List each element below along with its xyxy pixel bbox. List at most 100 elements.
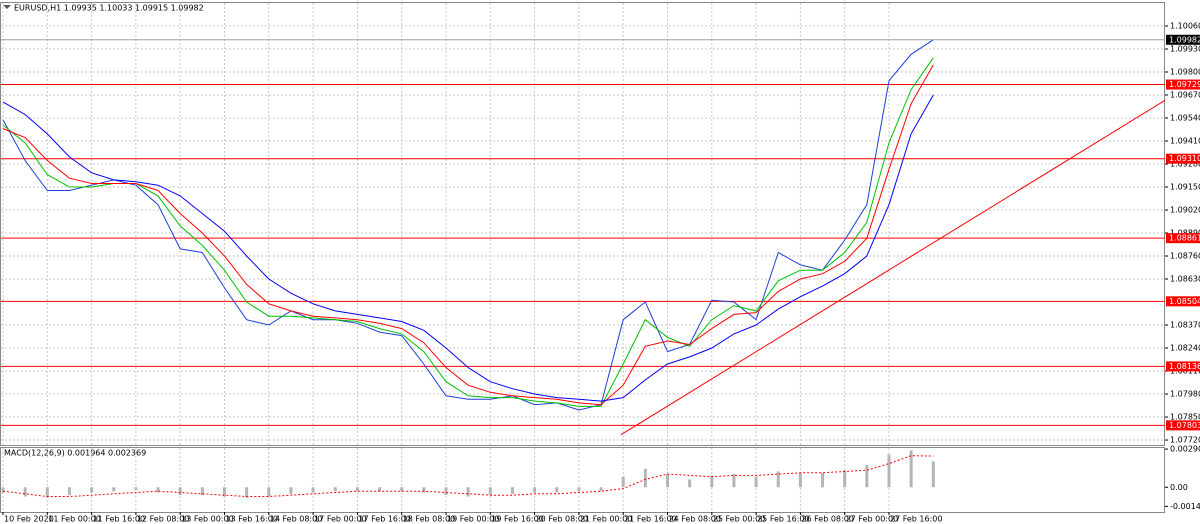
level-label: 1.08861 xyxy=(1169,234,1200,243)
macd-bar xyxy=(67,487,71,496)
x-tick-label: 24 Feb 08:00 xyxy=(669,515,721,524)
macd-bar xyxy=(112,487,116,492)
level-label: 1.09310 xyxy=(1169,154,1200,163)
y-tick-label: 1.09670 xyxy=(1170,90,1200,99)
macd-title: MACD(12,26,9) 0.001964 0.002369 xyxy=(4,449,146,458)
macd-bar xyxy=(134,487,138,490)
macd-bar xyxy=(555,487,559,493)
x-tick-label: 21 Feb 16:00 xyxy=(624,515,676,524)
x-tick-label: 11 Feb 00:00 xyxy=(48,515,100,524)
y-tick-label: 0.00 xyxy=(1170,483,1188,492)
macd-bar xyxy=(444,487,448,496)
macd-bar xyxy=(821,472,825,488)
macd-bar xyxy=(510,487,514,494)
y-tick-label: 1.08240 xyxy=(1170,344,1200,353)
last-price-box xyxy=(1166,34,1200,45)
macd-signal xyxy=(2,455,934,497)
trendline xyxy=(620,99,1166,436)
y-tick-label: -0.001452 xyxy=(1170,502,1200,511)
y-tick-label: 0.002903 xyxy=(1170,445,1200,454)
macd-bar xyxy=(643,468,647,488)
macd-bar xyxy=(178,487,182,496)
y-tick-label: 1.09280 xyxy=(1170,160,1200,169)
macd-bar xyxy=(378,487,382,492)
y-tick-label: 1.08370 xyxy=(1170,321,1200,330)
macd-bar xyxy=(488,487,492,496)
macd-bar xyxy=(931,461,935,488)
macd-bar xyxy=(798,472,802,488)
macd-bar xyxy=(688,479,692,488)
x-tick-label: 27 Feb 16:00 xyxy=(890,515,942,524)
level-label: 1.09729 xyxy=(1169,80,1200,89)
macd-bar xyxy=(333,487,337,492)
macd-bar xyxy=(909,450,913,488)
level-label-box xyxy=(1166,296,1200,307)
level-label-box xyxy=(1166,153,1200,164)
y-tick-label: 1.09020 xyxy=(1170,206,1200,215)
x-tick-label: 13 Feb 16:00 xyxy=(226,515,278,524)
level-label-box xyxy=(1166,79,1200,90)
y-tick-label: 1.07980 xyxy=(1170,390,1200,399)
macd-bar xyxy=(45,487,49,498)
y-tick-label: 1.09410 xyxy=(1170,136,1200,145)
y-tick-label: 1.09540 xyxy=(1170,113,1200,122)
macd-bar xyxy=(156,487,160,493)
last-price-label: 1.09982 xyxy=(1169,35,1200,44)
macd-bar xyxy=(754,476,758,488)
macd-bar xyxy=(776,471,780,488)
macd-bar xyxy=(400,487,404,492)
macd-bar xyxy=(710,475,714,488)
macd-bar xyxy=(289,487,293,494)
level-label-box xyxy=(1166,420,1200,431)
macd-bar xyxy=(533,487,537,493)
macd-bar xyxy=(466,487,470,497)
x-tick-label: 19 Feb 16:00 xyxy=(491,515,543,524)
x-tick-label: 26 Feb 08:00 xyxy=(801,515,853,524)
y-tick-label: 1.09930 xyxy=(1170,44,1200,53)
macd-bar xyxy=(267,487,271,497)
y-tick-label: 1.08890 xyxy=(1170,229,1200,238)
x-tick-label: 13 Feb 00:00 xyxy=(181,515,233,524)
macd-bar xyxy=(666,474,669,488)
level-label: 1.08504 xyxy=(1169,297,1200,306)
price-line xyxy=(2,39,934,411)
macd-bar xyxy=(223,487,226,497)
chart-title: EURUSD,H1 1.09935 1.10033 1.09915 1.0998… xyxy=(14,4,204,13)
moving-average xyxy=(2,94,934,402)
macd-bar xyxy=(23,487,27,497)
macd-panel xyxy=(0,447,1165,513)
x-tick-label: 10 Feb 2020 xyxy=(4,515,54,524)
macd-bar xyxy=(1,487,5,493)
y-tick-label: 1.09150 xyxy=(1170,183,1200,192)
macd-bar xyxy=(355,487,359,492)
moving-average xyxy=(2,57,934,407)
x-tick-label: 20 Feb 08:00 xyxy=(536,515,588,524)
macd-bar xyxy=(621,476,625,488)
symbol-icon xyxy=(3,5,11,9)
macd-bar xyxy=(843,470,847,488)
macd-bar xyxy=(732,474,736,488)
x-tick-label: 19 Feb 00:00 xyxy=(447,515,499,524)
y-tick-label: 1.10060 xyxy=(1170,21,1200,30)
macd-bar xyxy=(245,487,249,498)
x-tick-label: 25 Feb 00:00 xyxy=(713,515,765,524)
moving-average xyxy=(2,64,934,406)
x-tick-label: 14 Feb 08:00 xyxy=(270,515,322,524)
level-label-box xyxy=(1166,233,1200,244)
macd-bar xyxy=(422,487,426,493)
macd-bar xyxy=(577,487,581,492)
macd-bar xyxy=(887,454,891,488)
y-tick-label: 1.09800 xyxy=(1170,67,1200,76)
y-tick-label: 1.07720 xyxy=(1170,436,1200,445)
level-label: 1.07803 xyxy=(1169,421,1200,430)
x-tick-label: 18 Feb 08:00 xyxy=(403,515,455,524)
main-panel xyxy=(0,2,1165,446)
macd-bar xyxy=(200,487,204,496)
x-tick-label: 27 Feb 00:00 xyxy=(846,515,898,524)
x-tick-label: 12 Feb 08:00 xyxy=(137,515,189,524)
macd-bar xyxy=(599,487,603,492)
macd-bar xyxy=(865,464,869,488)
y-tick-label: 1.08630 xyxy=(1170,275,1200,284)
